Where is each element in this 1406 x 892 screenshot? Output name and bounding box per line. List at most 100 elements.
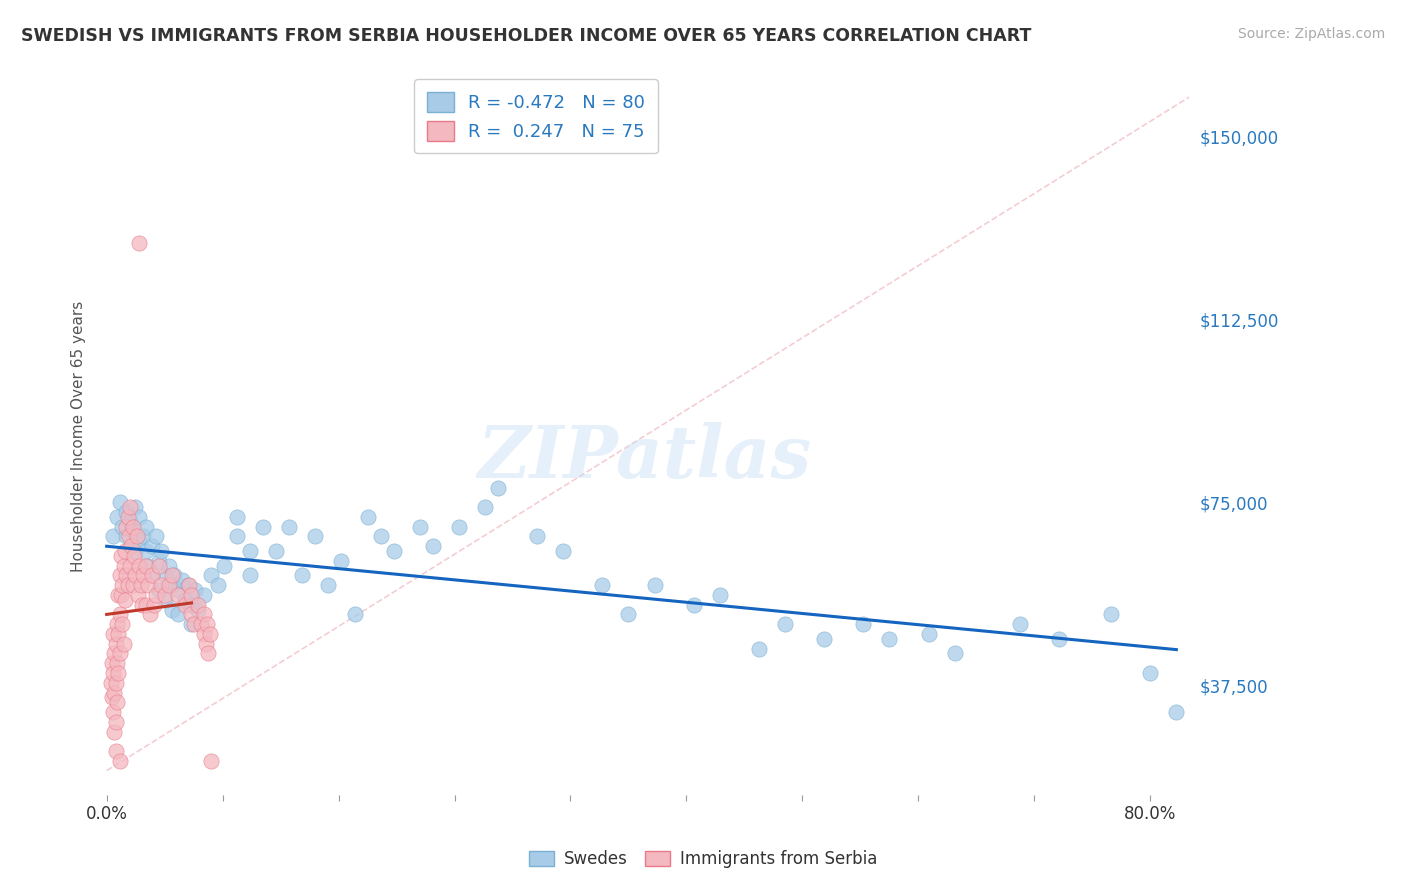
Point (157, 558, 180, 573)
Point (100, 675, 122, 690)
Point (370, 529, 392, 543)
Point (447, 519, 470, 533)
Point (252, 519, 274, 533)
Point (129, 578, 152, 592)
Point (172, 574, 194, 588)
Point (167, 582, 190, 597)
Point (200, 754, 222, 768)
Point (127, 588, 149, 602)
Point (125, 529, 148, 543)
Point (107, 666, 129, 681)
Point (917, 627, 939, 641)
Point (160, 578, 183, 592)
Point (644, 578, 666, 592)
Point (879, 632, 901, 646)
Point (190, 617, 212, 632)
Point (108, 568, 131, 582)
Point (112, 558, 135, 573)
Point (118, 529, 141, 543)
Point (167, 588, 190, 602)
Point (120, 558, 142, 573)
Point (264, 544, 287, 558)
Point (239, 544, 262, 558)
Point (184, 582, 207, 597)
Point (105, 695, 128, 709)
Point (115, 529, 138, 543)
Point (132, 529, 155, 543)
Point (187, 598, 209, 612)
Point (105, 509, 128, 524)
Point (135, 598, 157, 612)
Point (128, 509, 150, 524)
Point (142, 598, 165, 612)
Text: Source: ZipAtlas.com: Source: ZipAtlas.com (1237, 27, 1385, 41)
Point (1047, 632, 1070, 646)
Point (128, 534, 150, 549)
Point (193, 607, 215, 622)
Point (180, 617, 202, 632)
Point (193, 627, 215, 641)
Point (226, 509, 249, 524)
Point (174, 598, 197, 612)
Point (111, 617, 134, 632)
Point (128, 236, 150, 251)
Point (103, 724, 125, 739)
Point (591, 578, 613, 592)
Point (124, 544, 146, 558)
Point (813, 632, 835, 646)
Point (104, 637, 127, 651)
Point (108, 754, 131, 768)
Point (108, 495, 131, 509)
Point (709, 588, 731, 602)
Point (157, 578, 180, 592)
Point (617, 607, 640, 622)
Point (145, 529, 167, 543)
Point (1166, 705, 1188, 719)
Point (107, 588, 129, 602)
Point (141, 539, 163, 553)
Point (115, 519, 138, 533)
Point (409, 519, 432, 533)
Point (180, 598, 202, 612)
Point (114, 544, 136, 558)
Point (101, 627, 124, 641)
Point (135, 558, 157, 573)
Point (122, 549, 145, 563)
Point (120, 515, 142, 529)
Text: ZIPatlas: ZIPatlas (478, 422, 811, 493)
Point (356, 509, 378, 524)
Point (198, 627, 221, 641)
Point (474, 500, 496, 514)
Point (135, 519, 157, 533)
Point (101, 705, 124, 719)
Point (104, 714, 127, 729)
Point (180, 588, 202, 602)
Text: SWEDISH VS IMMIGRANTS FROM SERBIA HOUSEHOLDER INCOME OVER 65 YEARS CORRELATION C: SWEDISH VS IMMIGRANTS FROM SERBIA HOUSEH… (21, 27, 1032, 45)
Legend: Swedes, Immigrants from Serbia: Swedes, Immigrants from Serbia (523, 844, 883, 875)
Point (200, 568, 222, 582)
Point (114, 592, 136, 607)
Point (138, 607, 160, 622)
Point (160, 568, 183, 582)
Point (101, 666, 124, 681)
Point (773, 617, 796, 632)
Point (163, 568, 186, 582)
Point (382, 544, 405, 558)
Y-axis label: Householder Income Over 65 years: Householder Income Over 65 years (72, 301, 86, 572)
Point (115, 568, 138, 582)
Point (155, 568, 177, 582)
Point (101, 657, 124, 671)
Point (160, 602, 183, 616)
Point (121, 578, 143, 592)
Point (197, 647, 219, 661)
Point (852, 617, 875, 632)
Point (682, 598, 704, 612)
Point (117, 509, 139, 524)
Point (180, 607, 202, 622)
Point (150, 544, 173, 558)
Point (174, 592, 197, 607)
Point (111, 519, 134, 533)
Point (422, 539, 444, 553)
Point (183, 617, 205, 632)
Point (138, 578, 160, 592)
